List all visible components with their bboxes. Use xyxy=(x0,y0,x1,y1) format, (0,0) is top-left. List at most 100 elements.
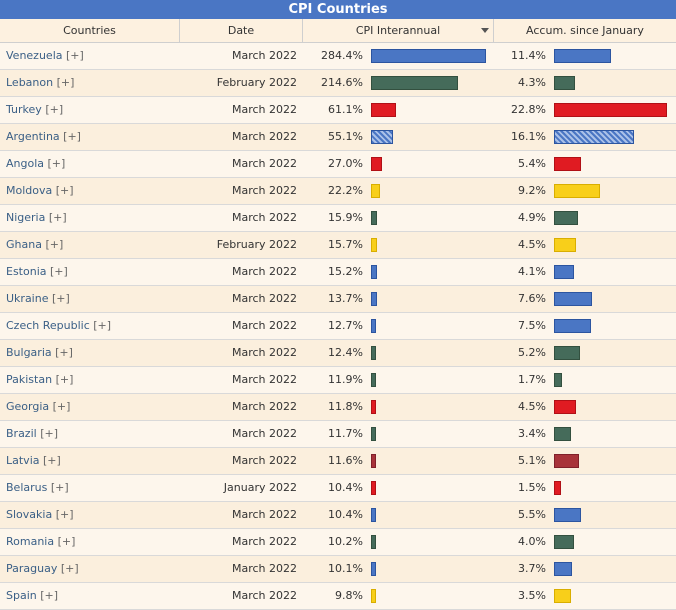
expand-link[interactable]: [+] xyxy=(56,76,75,89)
accum-value: 4.0% xyxy=(518,535,546,548)
accum-value: 5.2% xyxy=(518,346,546,359)
table-row: Lebanon [+] February 2022 214.6% 4.3% xyxy=(0,70,676,97)
expand-link[interactable]: [+] xyxy=(55,508,74,521)
accum-bar-track xyxy=(552,76,672,90)
expand-link[interactable]: [+] xyxy=(45,103,64,116)
country-cell[interactable]: Estonia [+] xyxy=(0,259,180,285)
country-link[interactable]: Paraguay xyxy=(6,562,58,575)
country-link[interactable]: Czech Republic xyxy=(6,319,90,332)
expand-link[interactable]: [+] xyxy=(60,562,79,575)
country-link[interactable]: Spain xyxy=(6,589,37,602)
cpi-bar xyxy=(371,400,376,414)
country-cell[interactable]: Spain [+] xyxy=(0,583,180,609)
country-cell[interactable]: Nigeria [+] xyxy=(0,205,180,231)
column-header-cpi-interannual[interactable]: CPI Interannual xyxy=(303,19,494,42)
cpi-bar xyxy=(371,454,376,468)
expand-link[interactable]: [+] xyxy=(50,265,68,278)
accum-bar-track xyxy=(552,373,672,387)
expand-link[interactable]: [+] xyxy=(66,49,84,62)
expand-link[interactable]: [+] xyxy=(45,238,64,251)
country-link[interactable]: Georgia xyxy=(6,400,50,413)
country-link[interactable]: Bulgaria xyxy=(6,346,52,359)
country-cell[interactable]: Pakistan [+] xyxy=(0,367,180,393)
cpi-cell: 15.9% xyxy=(303,205,494,231)
expand-link[interactable]: [+] xyxy=(40,427,59,440)
country-link[interactable]: Lebanon xyxy=(6,76,54,89)
country-cell[interactable]: Latvia [+] xyxy=(0,448,180,474)
table-row: Spain [+] March 2022 9.8% 3.5% xyxy=(0,583,676,610)
country-link[interactable]: Slovakia xyxy=(6,508,53,521)
cpi-value: 55.1% xyxy=(328,130,363,143)
cpi-cell: 11.6% xyxy=(303,448,494,474)
accum-cell: 4.5% xyxy=(494,232,676,258)
column-header-date[interactable]: Date xyxy=(180,19,303,42)
country-link[interactable]: Nigeria xyxy=(6,211,46,224)
column-header-countries[interactable]: Countries xyxy=(0,19,180,42)
country-link[interactable]: Latvia xyxy=(6,454,40,467)
country-link[interactable]: Romania xyxy=(6,535,55,548)
expand-link[interactable]: [+] xyxy=(55,373,74,386)
country-cell[interactable]: Czech Republic [+] xyxy=(0,313,180,339)
country-link[interactable]: Brazil xyxy=(6,427,37,440)
expand-link[interactable]: [+] xyxy=(55,184,74,197)
country-link[interactable]: Ukraine xyxy=(6,292,49,305)
expand-link[interactable]: [+] xyxy=(57,535,76,548)
column-header-accum-since-january[interactable]: Accum. since January xyxy=(526,24,644,37)
accum-cell: 3.4% xyxy=(494,421,676,447)
accum-bar-track xyxy=(552,535,672,549)
country-link[interactable]: Ghana xyxy=(6,238,42,251)
cpi-value: 15.2% xyxy=(328,265,363,278)
expand-link[interactable]: [+] xyxy=(51,292,70,305)
country-link[interactable]: Estonia xyxy=(6,265,47,278)
expand-link[interactable]: [+] xyxy=(47,157,66,170)
sort-down-icon[interactable] xyxy=(481,28,489,33)
table-row: Brazil [+] March 2022 11.7% 3.4% xyxy=(0,421,676,448)
country-cell[interactable]: Belarus [+] xyxy=(0,475,180,501)
country-link[interactable]: Venezuela xyxy=(6,49,63,62)
country-cell[interactable]: Moldova [+] xyxy=(0,178,180,204)
accum-value: 4.1% xyxy=(518,265,546,278)
expand-link[interactable]: [+] xyxy=(63,130,81,143)
expand-link[interactable]: [+] xyxy=(48,211,67,224)
expand-link[interactable]: [+] xyxy=(52,400,71,413)
country-cell[interactable]: Angola [+] xyxy=(0,151,180,177)
date-cell: February 2022 xyxy=(216,76,297,89)
country-cell[interactable]: Paraguay [+] xyxy=(0,556,180,582)
country-cell[interactable]: Georgia [+] xyxy=(0,394,180,420)
cpi-bar xyxy=(371,427,376,441)
expand-link[interactable]: [+] xyxy=(55,346,73,359)
country-link[interactable]: Argentina xyxy=(6,130,60,143)
expand-link[interactable]: [+] xyxy=(43,454,61,467)
accum-bar-track xyxy=(552,319,672,333)
table-row: Georgia [+] March 2022 11.8% 4.5% xyxy=(0,394,676,421)
country-cell[interactable]: Argentina [+] xyxy=(0,124,180,150)
country-link[interactable]: Angola xyxy=(6,157,45,170)
accum-value: 4.9% xyxy=(518,211,546,224)
accum-value: 5.5% xyxy=(518,508,546,521)
country-cell[interactable]: Bulgaria [+] xyxy=(0,340,180,366)
country-cell[interactable]: Turkey [+] xyxy=(0,97,180,123)
expand-link[interactable]: [+] xyxy=(93,319,112,332)
country-cell[interactable]: Brazil [+] xyxy=(0,421,180,447)
country-cell[interactable]: Ukraine [+] xyxy=(0,286,180,312)
country-cell[interactable]: Lebanon [+] xyxy=(0,70,180,96)
country-cell[interactable]: Slovakia [+] xyxy=(0,502,180,528)
country-cell[interactable]: Romania [+] xyxy=(0,529,180,555)
country-cell[interactable]: Venezuela [+] xyxy=(0,43,180,69)
cpi-cell: 15.7% xyxy=(303,232,494,258)
country-link[interactable]: Belarus xyxy=(6,481,48,494)
cpi-value: 10.1% xyxy=(328,562,363,575)
country-link[interactable]: Moldova xyxy=(6,184,53,197)
country-link[interactable]: Turkey xyxy=(6,103,42,116)
accum-bar xyxy=(554,454,579,468)
country-link[interactable]: Pakistan xyxy=(6,373,53,386)
expand-link[interactable]: [+] xyxy=(50,481,69,494)
expand-link[interactable]: [+] xyxy=(40,589,59,602)
accum-bar-track xyxy=(552,427,672,441)
accum-cell: 16.1% xyxy=(494,124,676,150)
cpi-cell: 13.7% xyxy=(303,286,494,312)
accum-bar xyxy=(554,130,634,144)
accum-bar xyxy=(554,184,600,198)
accum-value: 11.4% xyxy=(511,49,546,62)
country-cell[interactable]: Ghana [+] xyxy=(0,232,180,258)
